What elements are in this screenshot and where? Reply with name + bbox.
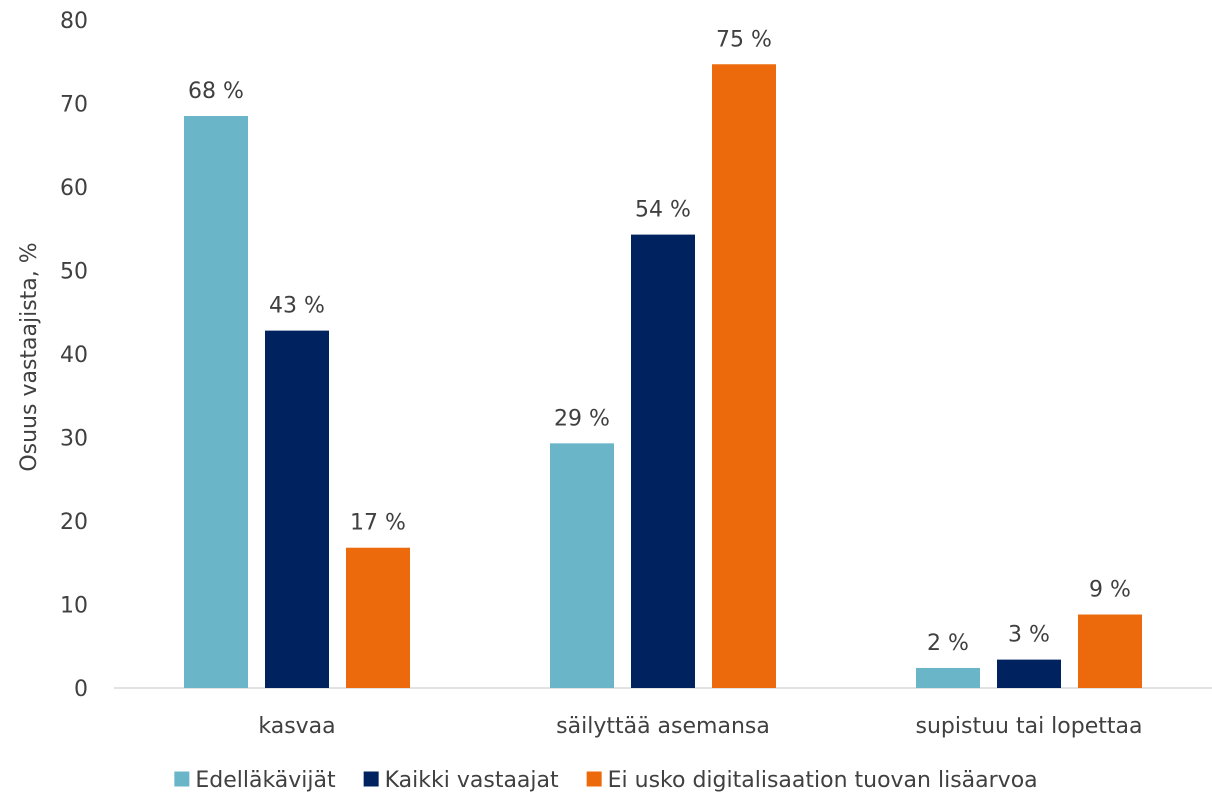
data-label: 68 %: [188, 79, 244, 104]
y-tick-label: 80: [60, 9, 88, 34]
data-labels-group: 68 % 43 % 17 % 29 % 54 % 75 % 2 % 3 % 9 %: [188, 27, 1131, 656]
bar: [1078, 614, 1142, 688]
x-category-label: säilyttää asemansa: [556, 714, 770, 739]
data-label: 75 %: [716, 27, 772, 52]
data-label: 2 %: [927, 631, 969, 656]
bars-group: [184, 64, 1142, 688]
bar: [631, 234, 695, 688]
x-category-label: kasvaa: [258, 714, 335, 739]
data-label: 54 %: [635, 198, 691, 223]
y-tick-label: 70: [60, 93, 88, 118]
bar: [184, 116, 248, 688]
data-label: 3 %: [1008, 623, 1050, 648]
data-label: 43 %: [269, 294, 325, 319]
y-tick-label: 20: [60, 510, 88, 535]
bar: [997, 659, 1061, 688]
legend-swatch: [586, 771, 602, 787]
bar: [265, 330, 329, 688]
category-labels-group: kasvaa säilyttää asemansa supistuu tai lop…: [258, 714, 1142, 739]
legend-label: Edelläkävijät: [195, 768, 336, 793]
legend-label: Ei usko digitalisaation tuovan lisäarvoa: [608, 768, 1038, 793]
y-tick-label: 50: [60, 260, 88, 285]
legend: Edelläkävijät Kaikki vastaajat Ei usko dig…: [174, 768, 1038, 793]
y-tick-label: 10: [60, 594, 88, 619]
data-label: 17 %: [350, 511, 406, 536]
bar: [550, 443, 614, 688]
legend-swatch: [363, 771, 379, 787]
legend-swatch: [174, 771, 190, 787]
bar: [346, 547, 410, 688]
y-axis-ticks: 0 10 20 30 40 50 60 70 80: [60, 9, 88, 702]
x-category-label: supistuu tai lopettaa: [916, 714, 1143, 739]
y-tick-label: 60: [60, 176, 88, 201]
y-tick-label: 30: [60, 427, 88, 452]
y-tick-label: 40: [60, 343, 88, 368]
bar: [916, 667, 980, 688]
y-axis-title: Osuus vastaajista, %: [17, 242, 42, 471]
data-label: 9 %: [1089, 578, 1131, 603]
bar: [712, 64, 776, 688]
y-tick-label: 0: [74, 677, 88, 702]
legend-label: Kaikki vastaajat: [385, 768, 559, 793]
data-label: 29 %: [554, 406, 610, 431]
